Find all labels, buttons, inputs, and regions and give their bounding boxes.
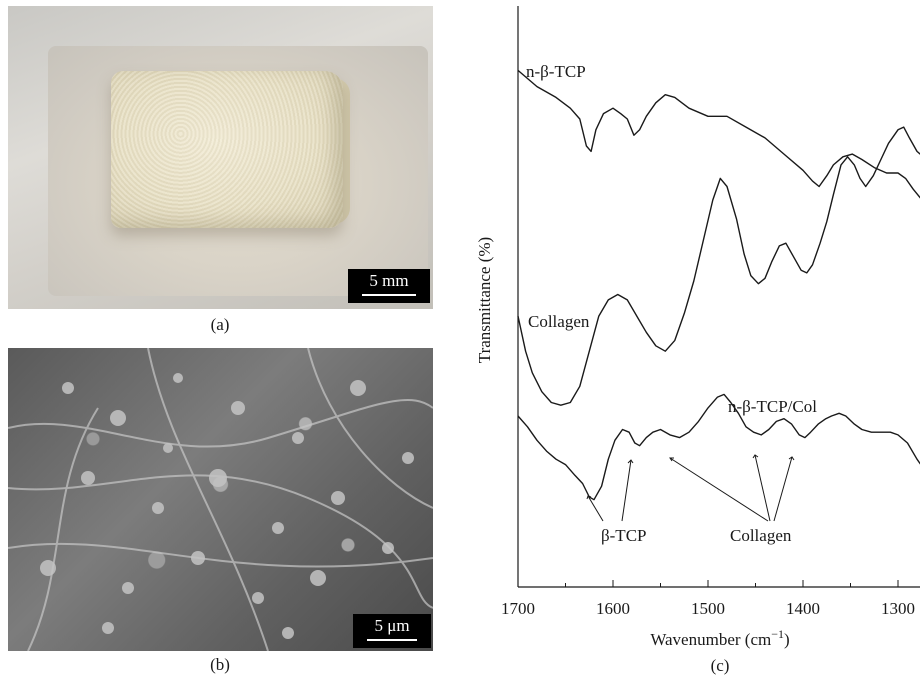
x-ticks: 1700 1600 1500 1400 1300 xyxy=(501,580,915,618)
panel-label-b: (b) xyxy=(210,655,230,674)
annotation-arrows xyxy=(586,454,795,522)
x-tick-label: 1400 xyxy=(786,599,820,618)
y-axis-label: Transmittance (%) xyxy=(475,237,494,363)
scale-bar-a: 5 mm xyxy=(348,269,430,303)
x-axis-label: Wavenumber (cm−1) xyxy=(650,627,789,649)
x-axis-label-sup: −1 xyxy=(771,627,784,641)
arrow-col-1 xyxy=(669,457,769,522)
arrowhead-col-1 xyxy=(669,457,674,462)
arrowhead-tcp-2 xyxy=(627,459,634,464)
x-tick-label: 1300 xyxy=(881,599,915,618)
series-line-2 xyxy=(517,393,920,501)
photo-scaffold xyxy=(8,6,433,309)
series-label-tcp: n-β-TCP xyxy=(526,62,586,81)
arrow-tcp-1 xyxy=(587,495,604,522)
axes xyxy=(517,6,920,588)
series-label-composite: n-β-TCP/Col xyxy=(728,397,817,416)
arrow-tcp-2 xyxy=(621,459,632,522)
series-line-1 xyxy=(517,126,920,406)
fiber-network xyxy=(8,348,433,651)
arrowhead-col-2 xyxy=(752,454,759,459)
scale-bar-b-text: 5 μm xyxy=(374,616,410,635)
arrow-col-3 xyxy=(773,456,793,522)
x-tick-label: 1500 xyxy=(691,599,725,618)
arrow-col-2 xyxy=(754,454,771,522)
arrowhead-col-3 xyxy=(788,456,795,461)
ftir-chart: 1700 1600 1500 1400 1300 Transmittance (%) W… xyxy=(475,6,920,675)
x-tick-label: 1600 xyxy=(596,599,630,618)
arrowhead-tcp-1 xyxy=(586,495,592,500)
scale-bar-b: 5 μm xyxy=(353,614,431,648)
panel-label-c: (c) xyxy=(711,656,730,675)
series-label-collagen: Collagen xyxy=(528,312,590,331)
scaffold-sample xyxy=(111,71,343,228)
scale-bar-a-line xyxy=(362,294,416,296)
panel-label-a: (a) xyxy=(210,315,230,334)
scale-bar-a-text: 5 mm xyxy=(369,271,409,290)
series-line-0 xyxy=(517,69,920,199)
x-axis-label-main: Wavenumber (cm xyxy=(650,630,771,649)
peak-label-tcp: β-TCP xyxy=(601,526,647,545)
peak-label-collagen: Collagen xyxy=(730,526,792,545)
scale-bar-b-line xyxy=(367,639,417,641)
x-tick-label: 1700 xyxy=(501,599,535,618)
series-layer xyxy=(517,69,920,501)
sem-micrograph xyxy=(8,348,433,651)
x-axis-label-tail: ) xyxy=(784,630,790,649)
